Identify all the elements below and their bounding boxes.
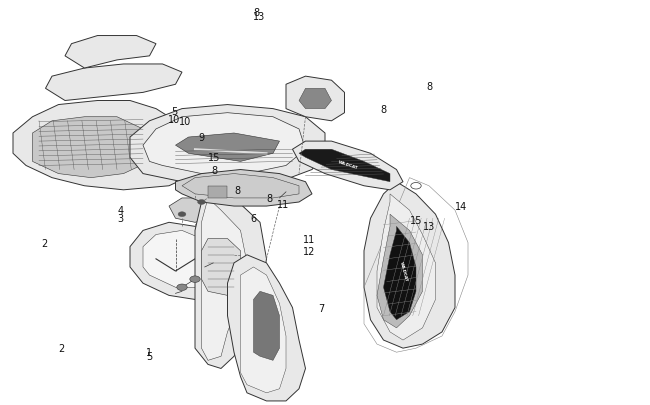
Text: 14: 14 (456, 202, 467, 211)
Polygon shape (143, 231, 214, 288)
Text: 2: 2 (58, 343, 65, 353)
Text: 13: 13 (423, 222, 435, 232)
Polygon shape (46, 65, 182, 101)
Polygon shape (384, 227, 416, 320)
Text: 8: 8 (254, 9, 260, 18)
Polygon shape (176, 134, 280, 162)
Text: 6: 6 (250, 214, 257, 224)
Text: 8: 8 (234, 185, 240, 195)
Polygon shape (227, 255, 306, 401)
Circle shape (190, 276, 200, 283)
Text: 1: 1 (146, 347, 153, 357)
Text: 2: 2 (41, 238, 47, 248)
Polygon shape (364, 182, 455, 348)
Polygon shape (299, 89, 332, 109)
Text: 10: 10 (168, 115, 180, 124)
Text: WILDCAT: WILDCAT (399, 261, 408, 282)
Polygon shape (143, 113, 306, 174)
Polygon shape (377, 215, 423, 328)
Text: 7: 7 (318, 303, 325, 313)
Polygon shape (195, 186, 266, 369)
Text: 15: 15 (410, 216, 422, 226)
Polygon shape (176, 170, 312, 207)
Text: 5: 5 (146, 352, 153, 361)
Text: 15: 15 (208, 153, 221, 163)
Polygon shape (254, 292, 280, 360)
Polygon shape (169, 198, 221, 223)
Circle shape (198, 200, 205, 205)
Text: 10: 10 (179, 117, 191, 126)
Text: 8: 8 (426, 82, 432, 92)
Polygon shape (202, 239, 240, 296)
Polygon shape (130, 105, 325, 186)
Text: 5: 5 (171, 107, 177, 116)
Polygon shape (13, 101, 202, 190)
Polygon shape (65, 36, 156, 69)
Polygon shape (286, 77, 344, 122)
Polygon shape (240, 267, 286, 393)
Text: 9: 9 (198, 133, 205, 143)
Polygon shape (208, 186, 227, 198)
Text: 3: 3 (117, 214, 124, 224)
Text: 8: 8 (211, 165, 218, 175)
Polygon shape (32, 117, 156, 178)
Text: 11: 11 (303, 234, 315, 244)
Circle shape (177, 284, 187, 291)
Text: 12: 12 (302, 246, 315, 256)
Polygon shape (130, 223, 227, 300)
Text: 4: 4 (117, 206, 124, 215)
Text: 13: 13 (253, 13, 265, 22)
Text: 8: 8 (266, 194, 273, 203)
Text: 8: 8 (380, 104, 387, 114)
Text: 11: 11 (277, 200, 289, 209)
Polygon shape (292, 142, 403, 190)
Circle shape (178, 212, 186, 217)
Polygon shape (377, 194, 436, 340)
Polygon shape (182, 174, 299, 198)
Text: WILDCAT: WILDCAT (337, 160, 358, 170)
Polygon shape (299, 150, 390, 182)
Polygon shape (202, 198, 247, 360)
